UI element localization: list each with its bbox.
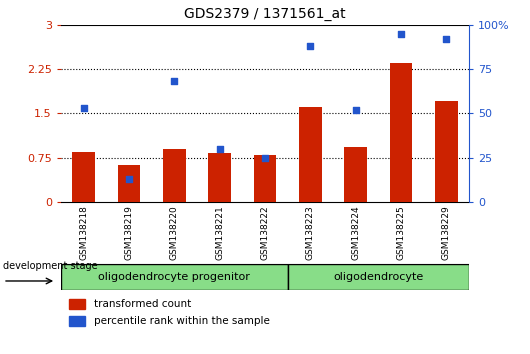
Point bbox=[80, 105, 88, 111]
Text: GSM138229: GSM138229 bbox=[442, 205, 451, 260]
Point bbox=[397, 31, 405, 36]
Text: GSM138222: GSM138222 bbox=[261, 205, 269, 260]
Text: transformed count: transformed count bbox=[94, 299, 191, 309]
Bar bbox=[69, 316, 85, 326]
Text: GSM138225: GSM138225 bbox=[396, 205, 405, 260]
Text: percentile rank within the sample: percentile rank within the sample bbox=[94, 316, 269, 326]
Point bbox=[125, 176, 133, 182]
Bar bbox=[435, 102, 458, 202]
Point bbox=[306, 43, 315, 49]
Text: GSM138218: GSM138218 bbox=[79, 205, 88, 260]
Point bbox=[215, 146, 224, 152]
Bar bbox=[69, 299, 85, 309]
Bar bbox=[72, 152, 95, 202]
Text: GSM138219: GSM138219 bbox=[125, 205, 134, 260]
Bar bbox=[163, 149, 186, 202]
Text: GSM138224: GSM138224 bbox=[351, 205, 360, 260]
Title: GDS2379 / 1371561_at: GDS2379 / 1371561_at bbox=[184, 7, 346, 21]
Point bbox=[442, 36, 450, 42]
Text: development stage: development stage bbox=[3, 261, 98, 271]
Bar bbox=[208, 153, 231, 202]
Bar bbox=[61, 264, 288, 290]
Point bbox=[170, 79, 179, 84]
Text: GSM138221: GSM138221 bbox=[215, 205, 224, 260]
Point bbox=[261, 155, 269, 160]
Bar bbox=[118, 165, 140, 202]
Bar bbox=[254, 155, 276, 202]
Bar bbox=[299, 107, 322, 202]
Bar bbox=[288, 264, 469, 290]
Text: GSM138220: GSM138220 bbox=[170, 205, 179, 260]
Text: GSM138223: GSM138223 bbox=[306, 205, 315, 260]
Text: oligodendrocyte progenitor: oligodendrocyte progenitor bbox=[99, 272, 250, 282]
Bar bbox=[344, 148, 367, 202]
Text: oligodendrocyte: oligodendrocyte bbox=[333, 272, 423, 282]
Point bbox=[351, 107, 360, 113]
Bar bbox=[390, 63, 412, 202]
